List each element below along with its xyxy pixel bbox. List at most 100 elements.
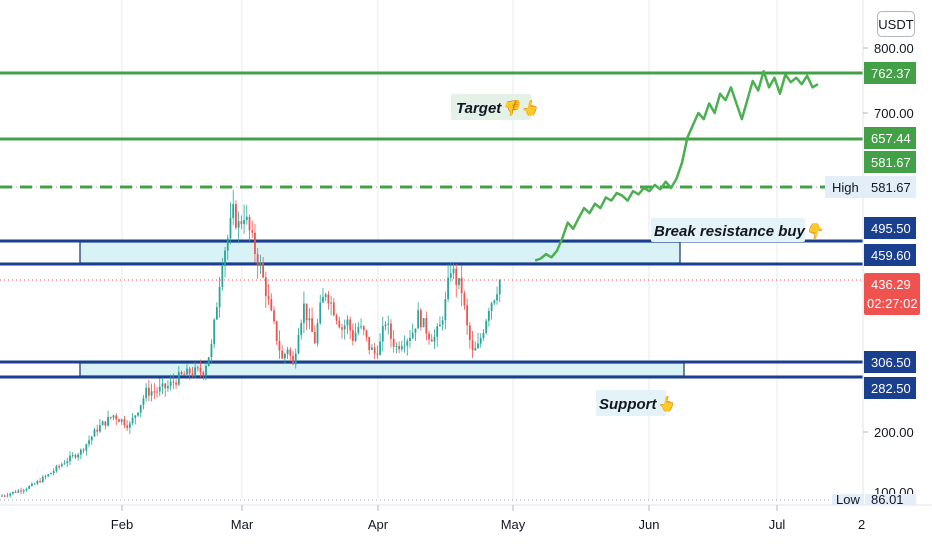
candle-body	[335, 315, 338, 321]
svg-text:282.50: 282.50	[871, 381, 911, 396]
candle-body	[177, 372, 180, 385]
candle-body	[332, 302, 335, 316]
x-tick-jun: Jun	[639, 517, 660, 532]
candle-body	[112, 415, 115, 418]
candle-body	[191, 373, 194, 375]
candle-body	[164, 383, 167, 389]
candle-body	[463, 293, 466, 306]
candle-body	[362, 326, 365, 331]
candle-body	[31, 483, 33, 487]
candle-body	[313, 332, 316, 344]
candle-body	[235, 204, 237, 228]
candle-body	[411, 332, 414, 338]
candle-body	[66, 461, 69, 464]
candle-body	[452, 268, 455, 274]
high-tag[interactable]: High 581.67	[825, 176, 916, 198]
candle-body	[273, 310, 275, 322]
x-tick-mar: Mar	[231, 517, 254, 532]
price-tag-459[interactable]: 459.60	[864, 244, 916, 266]
candle-body	[360, 326, 362, 328]
candle-body	[139, 405, 142, 413]
currency-selector-button[interactable]: USDT	[877, 11, 915, 37]
candle-body	[1, 495, 3, 497]
x-tick-feb: Feb	[111, 517, 133, 532]
candle-body	[101, 421, 104, 426]
candle-body	[487, 311, 490, 321]
candle-body	[88, 440, 90, 445]
annotation-break-resistance-text: Break resistance buy👇	[654, 222, 826, 240]
candle-body	[202, 372, 205, 376]
candle-body	[96, 429, 99, 432]
candle-body	[175, 382, 177, 385]
price-tag-762[interactable]: 762.37	[864, 62, 916, 84]
candle-body	[400, 346, 403, 350]
annotation-break-resistance[interactable]: Break resistance buy👇	[651, 218, 826, 242]
candle-body	[471, 340, 474, 351]
candle-body	[99, 425, 101, 432]
candle-body	[305, 303, 308, 321]
candle-body	[259, 262, 262, 266]
candle-body	[147, 387, 150, 396]
price-tag-306[interactable]: 306.50	[864, 351, 916, 373]
countdown-timer: 02:27:02	[867, 296, 918, 311]
candle-body	[28, 486, 31, 489]
candle-body	[395, 346, 398, 348]
candle-body	[248, 216, 251, 231]
annotation-target[interactable]: Target👎👆	[451, 94, 539, 120]
candle-body	[294, 353, 297, 365]
candle-body	[6, 495, 9, 497]
candle-body	[77, 454, 80, 458]
candle-body	[74, 455, 77, 458]
candle-body	[207, 357, 210, 366]
current-price-tag[interactable]: 436.29 02:27:02	[864, 273, 920, 315]
candle-body	[60, 464, 63, 467]
candle-body	[496, 294, 498, 301]
candle-body	[109, 416, 112, 418]
svg-text:459.60: 459.60	[871, 248, 911, 263]
candle-body	[349, 319, 352, 331]
annotation-support[interactable]: Support👆	[596, 390, 675, 416]
svg-text:306.50: 306.50	[871, 355, 911, 370]
candle-body	[477, 343, 479, 349]
candle-body	[425, 318, 428, 334]
candle-body	[343, 325, 346, 330]
candle-body	[9, 493, 12, 496]
candle-body	[417, 310, 420, 329]
candle-body	[137, 412, 139, 416]
candle-body	[69, 455, 71, 462]
candle-body	[243, 220, 245, 224]
candle-body	[210, 344, 213, 358]
candle-body	[341, 327, 343, 330]
candle-body	[371, 347, 373, 350]
price-tag-495[interactable]: 495.50	[864, 217, 916, 239]
x-axis[interactable]: Feb Mar Apr May Jun Jul 2	[111, 505, 865, 532]
candle-body	[297, 334, 300, 354]
candle-body	[319, 302, 322, 324]
low-tag[interactable]: Low 86.01	[832, 492, 916, 507]
candle-body	[169, 381, 172, 387]
y-axis[interactable]: 800.00 700.00 200.00 100.00	[863, 41, 914, 500]
candle-body	[25, 488, 28, 491]
candle-body	[63, 463, 66, 465]
candle-body	[215, 307, 218, 320]
candle-body	[3, 495, 6, 497]
price-tag-657[interactable]: 657.44	[864, 127, 916, 149]
projection-line[interactable]	[534, 70, 819, 262]
candle-body	[221, 265, 224, 287]
resistance-zone[interactable]	[79, 241, 681, 264]
candle-body	[58, 466, 61, 468]
price-tag-581[interactable]: 581.67	[864, 151, 916, 173]
candle-body	[161, 383, 164, 387]
candle-body	[224, 250, 226, 266]
support-zone[interactable]	[79, 362, 685, 377]
candle-body	[281, 350, 284, 359]
price-tag-282[interactable]: 282.50	[864, 377, 916, 399]
candle-body	[493, 300, 496, 304]
x-tick-apr: Apr	[368, 517, 389, 532]
candle-body	[322, 296, 324, 303]
candle-body	[368, 336, 371, 350]
candle-body	[468, 325, 471, 341]
candle-body	[308, 318, 311, 321]
svg-text:495.50: 495.50	[871, 221, 911, 236]
